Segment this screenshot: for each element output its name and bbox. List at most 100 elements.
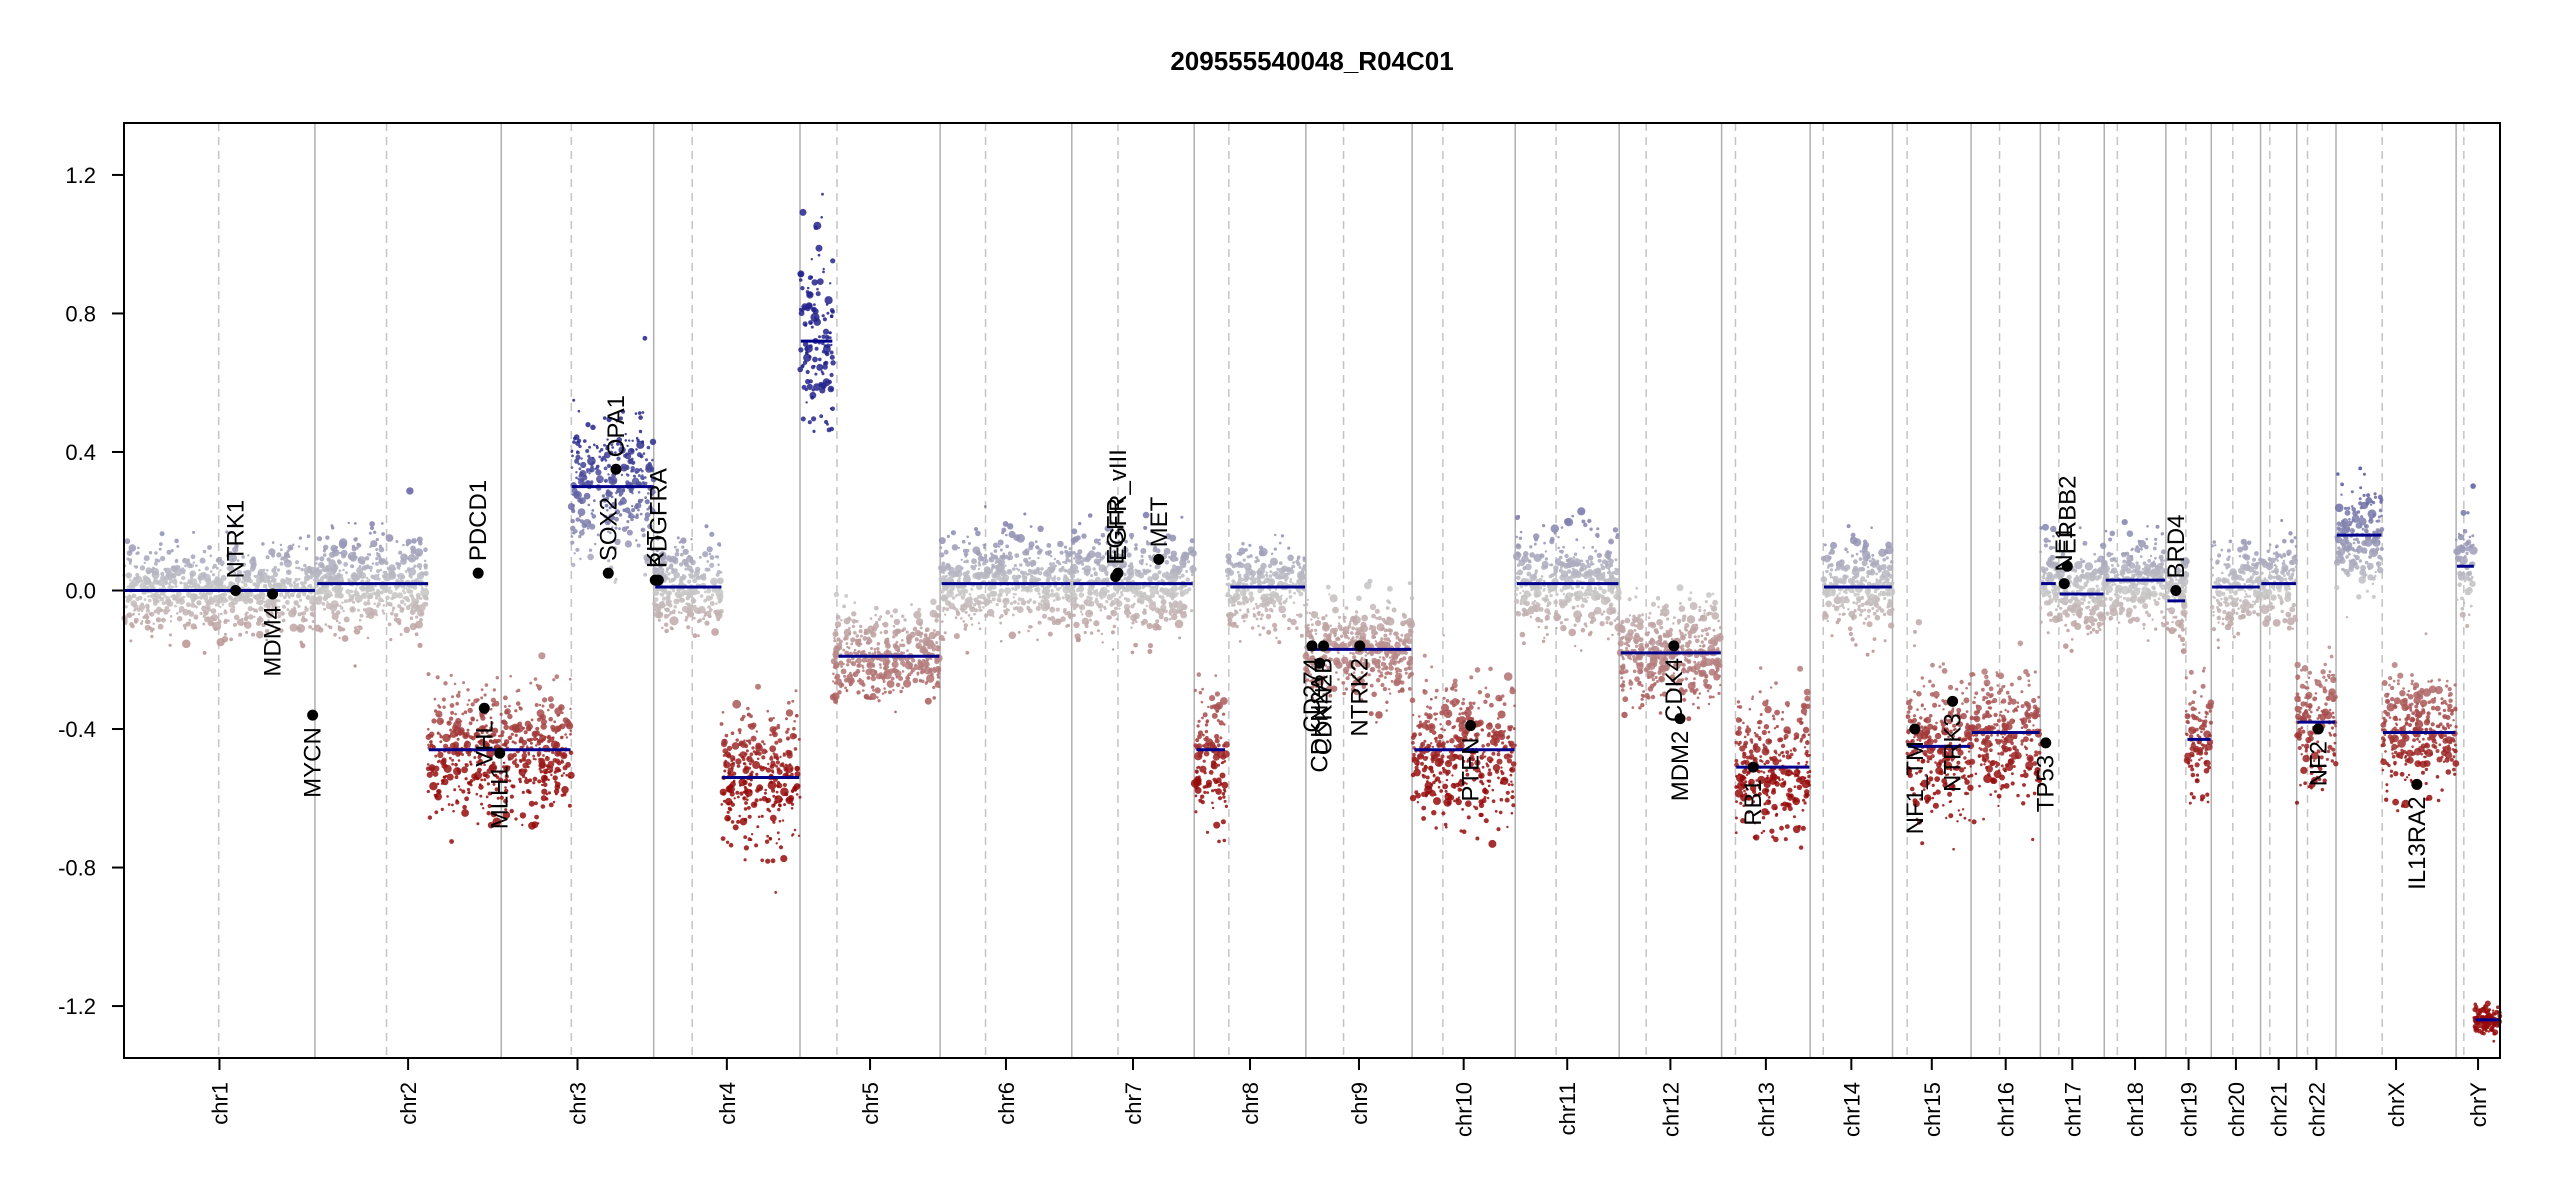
probe-point (399, 633, 403, 636)
probe-point (596, 475, 604, 484)
probe-point (723, 769, 727, 773)
probe-point (1086, 574, 1089, 577)
probe-point (213, 577, 222, 586)
probe-point (1231, 596, 1236, 600)
probe-point (405, 605, 411, 611)
probe-point (1013, 606, 1017, 611)
probe-point (793, 828, 797, 832)
probe-point (756, 757, 760, 761)
probe-point (1300, 570, 1305, 575)
probe-point (466, 728, 470, 732)
probe-point (661, 626, 664, 630)
probe-point (724, 763, 727, 767)
probe-point (486, 782, 490, 786)
probe-point (427, 743, 430, 747)
probe-point (775, 842, 778, 845)
probe-point (565, 736, 569, 739)
probe-point (664, 580, 667, 583)
probe-point (404, 554, 408, 558)
probe-point (1378, 656, 1382, 659)
probe-point (232, 546, 239, 553)
probe-point (637, 491, 641, 494)
probe-point (420, 588, 430, 598)
probe-point (354, 626, 358, 630)
probe-point (296, 624, 306, 633)
probe-point (539, 734, 547, 742)
probe-point (649, 438, 657, 446)
probe-point (471, 773, 478, 780)
probe-point (301, 582, 306, 587)
probe-point (833, 637, 836, 640)
probe-point (326, 601, 329, 604)
probe-point (728, 807, 733, 812)
probe-point (439, 740, 443, 744)
probe-point (233, 614, 240, 621)
probe-point (541, 704, 545, 708)
probe-point (133, 576, 137, 580)
probe-point (1098, 592, 1104, 597)
probe-point (532, 781, 536, 785)
probe-point (261, 622, 266, 628)
probe-point (158, 547, 162, 551)
probe-point (1095, 597, 1098, 601)
probe-point (1273, 547, 1278, 551)
probe-point (815, 291, 821, 297)
probe-point (598, 450, 602, 453)
probe-point (714, 555, 718, 558)
probe-point (128, 558, 133, 562)
probe-point (775, 760, 781, 765)
probe-point (833, 591, 840, 598)
probe-point (289, 623, 298, 632)
probe-point (303, 563, 307, 568)
probe-point (731, 761, 736, 766)
probe-point (537, 687, 541, 691)
probe-point (721, 711, 725, 714)
probe-point (789, 732, 797, 740)
probe-point (1183, 610, 1187, 614)
probe-point (630, 466, 635, 471)
probe-point (461, 766, 468, 774)
probe-point (604, 478, 608, 483)
probe-point (129, 639, 133, 643)
probe-point (503, 705, 507, 708)
probe-point (641, 441, 644, 444)
probe-point (590, 424, 596, 430)
probe-point (438, 759, 441, 762)
probe-point (1287, 626, 1291, 631)
probe-point (1271, 571, 1277, 577)
probe-point (717, 563, 720, 566)
probe-point (395, 540, 399, 543)
probe-point (537, 733, 541, 737)
probe-point (1225, 574, 1229, 578)
probe-point (793, 788, 797, 792)
probe-point (791, 834, 794, 837)
probe-point (585, 422, 591, 428)
probe-point (270, 575, 275, 580)
probe-point (693, 604, 697, 609)
probe-point (187, 621, 192, 625)
probe-point (1133, 594, 1136, 598)
probe-point (433, 765, 440, 772)
probe-point (878, 675, 883, 679)
probe-point (171, 565, 174, 569)
probe-point (1156, 625, 1162, 631)
probe-point (645, 458, 648, 462)
probe-point (1227, 588, 1231, 592)
probe-point (677, 611, 681, 614)
probe-point (547, 739, 551, 744)
probe-point (869, 630, 874, 635)
probe-point (960, 608, 965, 613)
probe-point (805, 351, 809, 354)
probe-point (940, 567, 944, 570)
probe-point (908, 665, 913, 670)
probe-point (966, 535, 969, 539)
probe-point (973, 597, 979, 603)
probe-point (861, 682, 866, 687)
probe-point (895, 640, 899, 644)
probe-point (1255, 556, 1259, 560)
probe-point (555, 726, 562, 732)
probe-point (1217, 703, 1221, 707)
probe-point (321, 566, 327, 573)
probe-point (484, 728, 488, 732)
probe-point (138, 595, 143, 601)
